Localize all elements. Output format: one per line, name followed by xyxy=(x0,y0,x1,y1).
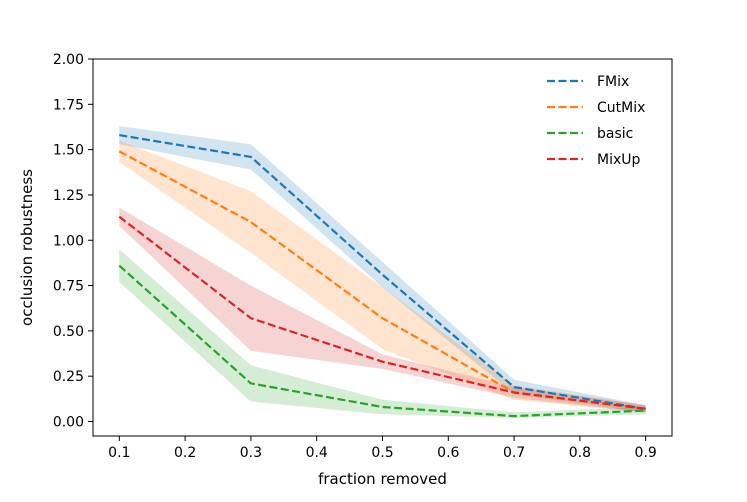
x-tick-label: 0.2 xyxy=(174,445,196,461)
y-tick-label: 0.25 xyxy=(53,369,84,385)
legend-label-fmix: FMix xyxy=(597,74,629,90)
confidence-bands xyxy=(119,126,646,418)
y-tick-label: 0.50 xyxy=(53,324,84,340)
legend-label-basic: basic xyxy=(597,126,633,142)
series-line-basic xyxy=(118,264,646,418)
x-tick-label: 0.6 xyxy=(437,445,459,461)
x-axis-label: fraction removed xyxy=(318,470,447,488)
y-tick-label: 1.75 xyxy=(53,97,84,113)
x-tick-label: 0.8 xyxy=(569,445,591,461)
legend-label-mixup: MixUp xyxy=(597,152,641,168)
y-tick-label: 1.25 xyxy=(53,188,84,204)
y-axis-ticks: 0.00 0.25 0.50 0.75 1.00 1.25 1.50 1.75 2.00 xyxy=(53,52,93,431)
y-tick-label: 1.00 xyxy=(53,233,84,249)
band-fmix xyxy=(119,126,646,413)
series-lines xyxy=(118,134,646,418)
x-tick-label: 0.3 xyxy=(240,445,262,461)
x-tick-label: 0.5 xyxy=(371,445,393,461)
y-tick-label: 2.00 xyxy=(53,52,84,68)
legend-label-cutmix: CutMix xyxy=(597,100,645,116)
y-tick-label: 0.00 xyxy=(53,415,84,431)
y-axis-label: occlusion robustness xyxy=(18,169,36,326)
band-cutmix xyxy=(119,140,646,413)
x-tick-label: 0.7 xyxy=(503,445,525,461)
legend: FMix CutMix basic MixUp xyxy=(547,74,645,168)
series-line-mixup xyxy=(118,215,646,410)
x-tick-label: 0.9 xyxy=(635,445,657,461)
x-tick-label: 0.4 xyxy=(306,445,328,461)
y-tick-label: 0.75 xyxy=(53,279,84,295)
band-mixup xyxy=(119,207,646,413)
y-tick-label: 1.50 xyxy=(53,143,84,159)
band-basic xyxy=(119,249,646,418)
x-axis-ticks: 0.1 0.2 0.3 0.4 0.5 0.6 0.7 0.8 0.9 xyxy=(108,436,657,461)
x-tick-label: 0.1 xyxy=(108,445,130,461)
